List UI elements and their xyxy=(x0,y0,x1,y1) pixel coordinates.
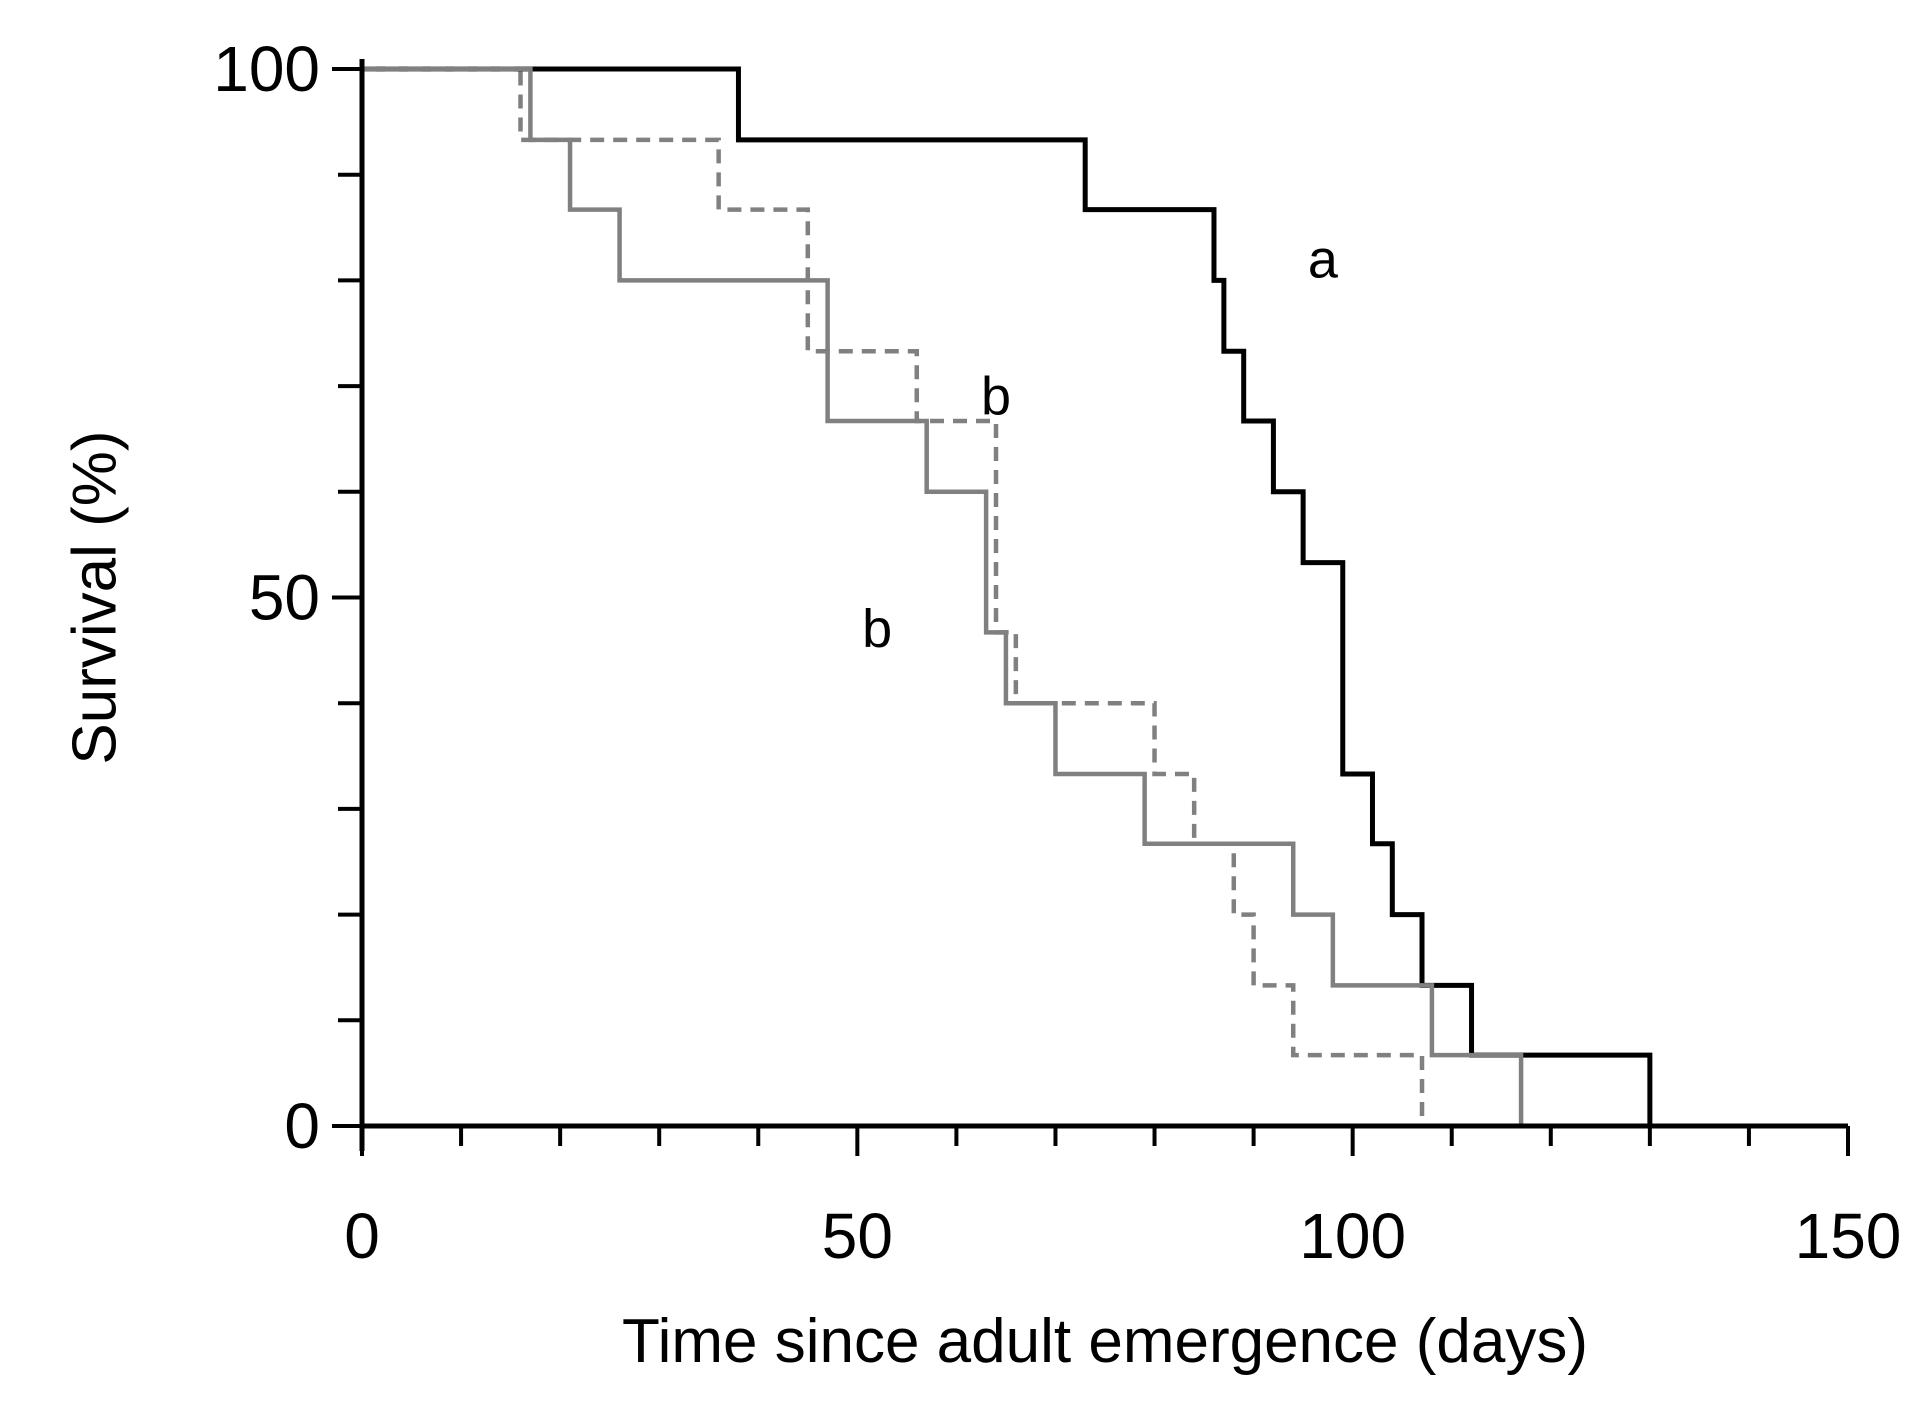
y-tick-label: 100 xyxy=(213,33,320,105)
significance-label: b xyxy=(981,367,1011,427)
x-tick-label: 100 xyxy=(1299,1200,1406,1272)
plot-series-group xyxy=(362,66,1653,1126)
survival-line-1 xyxy=(362,66,1653,1126)
y-tick-label: 50 xyxy=(249,562,320,634)
x-tick-label: 0 xyxy=(344,1200,380,1272)
survival-line-3 xyxy=(362,66,1425,1126)
axes-group: 0 50 100 150 0 50 100 xyxy=(213,33,1901,1272)
significance-label: b xyxy=(862,599,892,659)
x-tick-label: 50 xyxy=(822,1200,893,1272)
x-tick-label: 150 xyxy=(1795,1200,1902,1272)
annotations-group: a b b xyxy=(862,229,1339,659)
y-axis-label: Survival (%) xyxy=(61,430,130,764)
y-tick-label: 0 xyxy=(284,1090,320,1162)
x-axis-label: Time since adult emergence (days) xyxy=(622,1307,1588,1376)
significance-label: a xyxy=(1308,229,1339,289)
survival-line-2 xyxy=(362,66,1524,1126)
